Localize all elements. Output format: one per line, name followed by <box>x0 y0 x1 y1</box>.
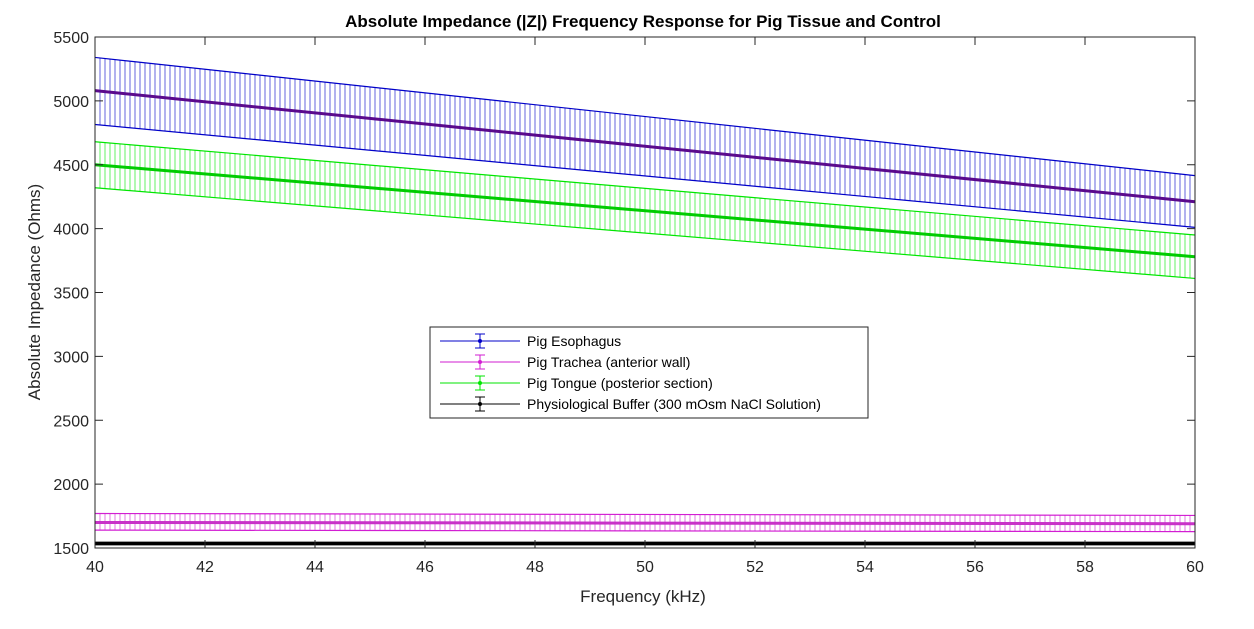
x-tick-label: 44 <box>306 559 324 576</box>
x-tick-label: 48 <box>526 559 544 576</box>
x-tick-label: 42 <box>196 559 214 576</box>
x-tick-label: 58 <box>1076 559 1094 576</box>
series-line <box>94 520 1196 526</box>
legend-label: Physiological Buffer (300 mOsm NaCl Solu… <box>527 396 821 412</box>
y-tick-label: 4000 <box>53 222 89 239</box>
series-0 <box>94 56 1196 228</box>
error-lower-edge <box>94 187 1196 280</box>
x-tick-label: 46 <box>416 559 434 576</box>
error-upper-edge <box>94 141 1196 236</box>
legend-swatch-marker <box>478 381 482 385</box>
y-tick-label: 3500 <box>53 286 89 303</box>
error-upper-edge <box>94 512 1196 517</box>
legend-swatch-marker <box>478 339 482 343</box>
legend-entry: Physiological Buffer (300 mOsm NaCl Solu… <box>440 396 821 412</box>
y-axis-label: Absolute Impedance (Ohms) <box>25 184 44 400</box>
legend: Pig Esophagus Pig Trachea (anterior wall)… <box>429 326 869 419</box>
legend-entries: Pig Esophagus Pig Trachea (anterior wall)… <box>440 333 821 412</box>
series-1 <box>94 512 1196 533</box>
x-tick-label: 56 <box>966 559 984 576</box>
y-tick-label: 5000 <box>53 94 89 111</box>
chart-title: Absolute Impedance (|Z|) Frequency Respo… <box>345 12 941 31</box>
legend-entry: Pig Tongue (posterior section) <box>440 375 713 391</box>
x-tick-label: 52 <box>746 559 764 576</box>
x-tick-label: 60 <box>1186 559 1204 576</box>
y-tick-label: 4500 <box>53 158 89 175</box>
legend-swatch-marker <box>478 360 482 364</box>
legend-label: Pig Tongue (posterior section) <box>527 375 713 391</box>
y-tick-label: 1500 <box>53 541 89 558</box>
y-tick-label: 2000 <box>53 477 89 494</box>
legend-entry: Pig Esophagus <box>440 333 621 349</box>
y-tick-label: 5500 <box>53 30 89 47</box>
x-tick-label: 54 <box>856 559 874 576</box>
legend-box <box>429 326 869 419</box>
legend-label: Pig Trachea (anterior wall) <box>527 354 690 370</box>
x-tick-label: 40 <box>86 559 104 576</box>
error-lower-edge <box>94 123 1196 228</box>
series-line <box>94 163 1196 259</box>
series-layer <box>94 56 1196 546</box>
x-tick-label: 50 <box>636 559 654 576</box>
error-upper-edge <box>94 56 1196 177</box>
axis-ticks: 40 42 44 46 48 50 52 54 56 58 60 1500 2000 2500 3000 35… <box>53 30 1204 576</box>
error-lower-edge <box>94 529 1196 533</box>
legend-label: Pig Esophagus <box>527 333 621 349</box>
x-axis-label: Frequency (kHz) <box>580 587 706 606</box>
legend-swatch-marker <box>478 402 482 406</box>
series-line <box>94 89 1196 204</box>
legend-entry: Pig Trachea (anterior wall) <box>440 354 690 370</box>
y-tick-label: 2500 <box>53 413 89 430</box>
y-tick-label: 3000 <box>53 349 89 366</box>
